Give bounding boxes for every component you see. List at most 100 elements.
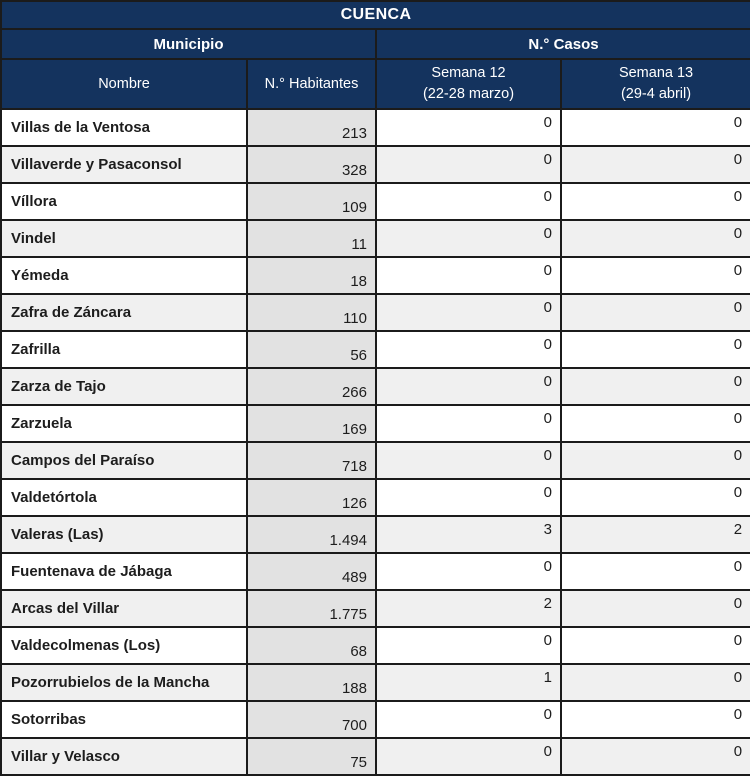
municipality-name: Zarza de Tajo — [0, 367, 248, 406]
week13-cases: 0 — [559, 478, 750, 517]
municipality-name: Campos del Paraíso — [0, 441, 248, 480]
week12-dates: (22-28 marzo) — [422, 86, 515, 102]
population-value: 718 — [246, 441, 377, 480]
table-row: Villas de la Ventosa 213 0 0 — [0, 108, 750, 147]
week13-cases: 2 — [559, 515, 750, 554]
week12-cases: 0 — [375, 293, 562, 332]
municipality-name: Víllora — [0, 182, 248, 221]
population-value: 75 — [246, 737, 377, 776]
week12-cases: 3 — [375, 515, 562, 554]
table-row: Valdetórtola 126 0 0 — [0, 478, 750, 517]
week13-cases: 0 — [559, 700, 750, 739]
population-value: 109 — [246, 182, 377, 221]
week13-cases: 0 — [559, 737, 750, 776]
table-row: Vindel 11 0 0 — [0, 219, 750, 258]
province-title: CUENCA — [0, 0, 750, 30]
group-header-municipio: Municipio — [0, 28, 377, 60]
group-header-casos: N.° Casos — [374, 28, 750, 60]
municipality-name: Zafrilla — [0, 330, 248, 369]
population-value: 188 — [246, 663, 377, 702]
week13-cases: 0 — [559, 219, 750, 258]
population-value: 68 — [246, 626, 377, 665]
week12-cases: 0 — [375, 441, 562, 480]
week12-cases: 0 — [375, 256, 562, 295]
municipality-name: Villas de la Ventosa — [0, 108, 248, 147]
table-row: Valdecolmenas (Los) 68 0 0 — [0, 626, 750, 665]
municipality-name: Fuentenava de Jábaga — [0, 552, 248, 591]
week13-cases: 0 — [559, 330, 750, 369]
week12-cases: 0 — [375, 478, 562, 517]
table-body: Villas de la Ventosa 213 0 0 Villaverde … — [0, 108, 750, 776]
table-header: CUENCA Municipio N.° Casos Nombre N.° Ha… — [0, 0, 750, 110]
table-row: Víllora 109 0 0 — [0, 182, 750, 221]
population-value: 1.775 — [246, 589, 377, 628]
week13-cases: 0 — [559, 404, 750, 443]
week12-cases: 0 — [375, 182, 562, 221]
table-row: Zafrilla 56 0 0 — [0, 330, 750, 369]
population-value: 1.494 — [246, 515, 377, 554]
table-row: Arcas del Villar 1.775 2 0 — [0, 589, 750, 628]
week12-cases: 0 — [375, 219, 562, 258]
week12-cases: 0 — [375, 145, 562, 184]
week12-cases: 0 — [375, 330, 562, 369]
week13-cases: 0 — [559, 108, 750, 147]
municipality-name: Valdetórtola — [0, 478, 248, 517]
column-header-row: Nombre N.° Habitantes Semana 12 (22-28 m… — [0, 58, 750, 110]
week12-cases: 1 — [375, 663, 562, 702]
municipality-name: Villaverde y Pasaconsol — [0, 145, 248, 184]
column-header-habitantes: N.° Habitantes — [246, 58, 377, 110]
week13-label: Semana 13 — [618, 65, 694, 81]
table-row: Zarzuela 169 0 0 — [0, 404, 750, 443]
municipality-name: Arcas del Villar — [0, 589, 248, 628]
municipality-name: Villar y Velasco — [0, 737, 248, 776]
table-row: Zarza de Tajo 266 0 0 — [0, 367, 750, 406]
week13-cases: 0 — [559, 441, 750, 480]
week12-cases: 2 — [375, 589, 562, 628]
municipality-name: Zarzuela — [0, 404, 248, 443]
group-header-row: Municipio N.° Casos — [0, 28, 750, 60]
population-value: 11 — [246, 219, 377, 258]
population-value: 56 — [246, 330, 377, 369]
week12-cases: 0 — [375, 367, 562, 406]
week12-cases: 0 — [375, 737, 562, 776]
week12-cases: 0 — [375, 108, 562, 147]
municipality-name: Sotorribas — [0, 700, 248, 739]
week12-cases: 0 — [375, 552, 562, 591]
population-value: 110 — [246, 293, 377, 332]
table-row: Villar y Velasco 75 0 0 — [0, 737, 750, 776]
municipality-name: Vindel — [0, 219, 248, 258]
column-header-week12: Semana 12 (22-28 marzo) — [375, 58, 562, 110]
population-value: 700 — [246, 700, 377, 739]
municipality-name: Valeras (Las) — [0, 515, 248, 554]
week13-cases: 0 — [559, 367, 750, 406]
week12-cases: 0 — [375, 626, 562, 665]
column-header-nombre: Nombre — [0, 58, 248, 110]
week13-cases: 0 — [559, 589, 750, 628]
population-value: 489 — [246, 552, 377, 591]
table-row: Villaverde y Pasaconsol 328 0 0 — [0, 145, 750, 184]
population-value: 266 — [246, 367, 377, 406]
population-value: 169 — [246, 404, 377, 443]
table-row: Valeras (Las) 1.494 3 2 — [0, 515, 750, 554]
municipality-name: Pozorrubielos de la Mancha — [0, 663, 248, 702]
municipality-name: Yémeda — [0, 256, 248, 295]
week13-dates: (29-4 abril) — [620, 86, 692, 102]
week13-cases: 0 — [559, 626, 750, 665]
week12-cases: 0 — [375, 404, 562, 443]
week12-cases: 0 — [375, 700, 562, 739]
table-row: Zafra de Záncara 110 0 0 — [0, 293, 750, 332]
population-value: 328 — [246, 145, 377, 184]
column-header-week13: Semana 13 (29-4 abril) — [559, 58, 750, 110]
week13-cases: 0 — [559, 552, 750, 591]
week13-cases: 0 — [559, 145, 750, 184]
week13-cases: 0 — [559, 663, 750, 702]
week13-cases: 0 — [559, 293, 750, 332]
title-row: CUENCA — [0, 0, 750, 30]
table-row: Fuentenava de Jábaga 489 0 0 — [0, 552, 750, 591]
population-value: 126 — [246, 478, 377, 517]
population-value: 18 — [246, 256, 377, 295]
table-row: Campos del Paraíso 718 0 0 — [0, 441, 750, 480]
population-value: 213 — [246, 108, 377, 147]
